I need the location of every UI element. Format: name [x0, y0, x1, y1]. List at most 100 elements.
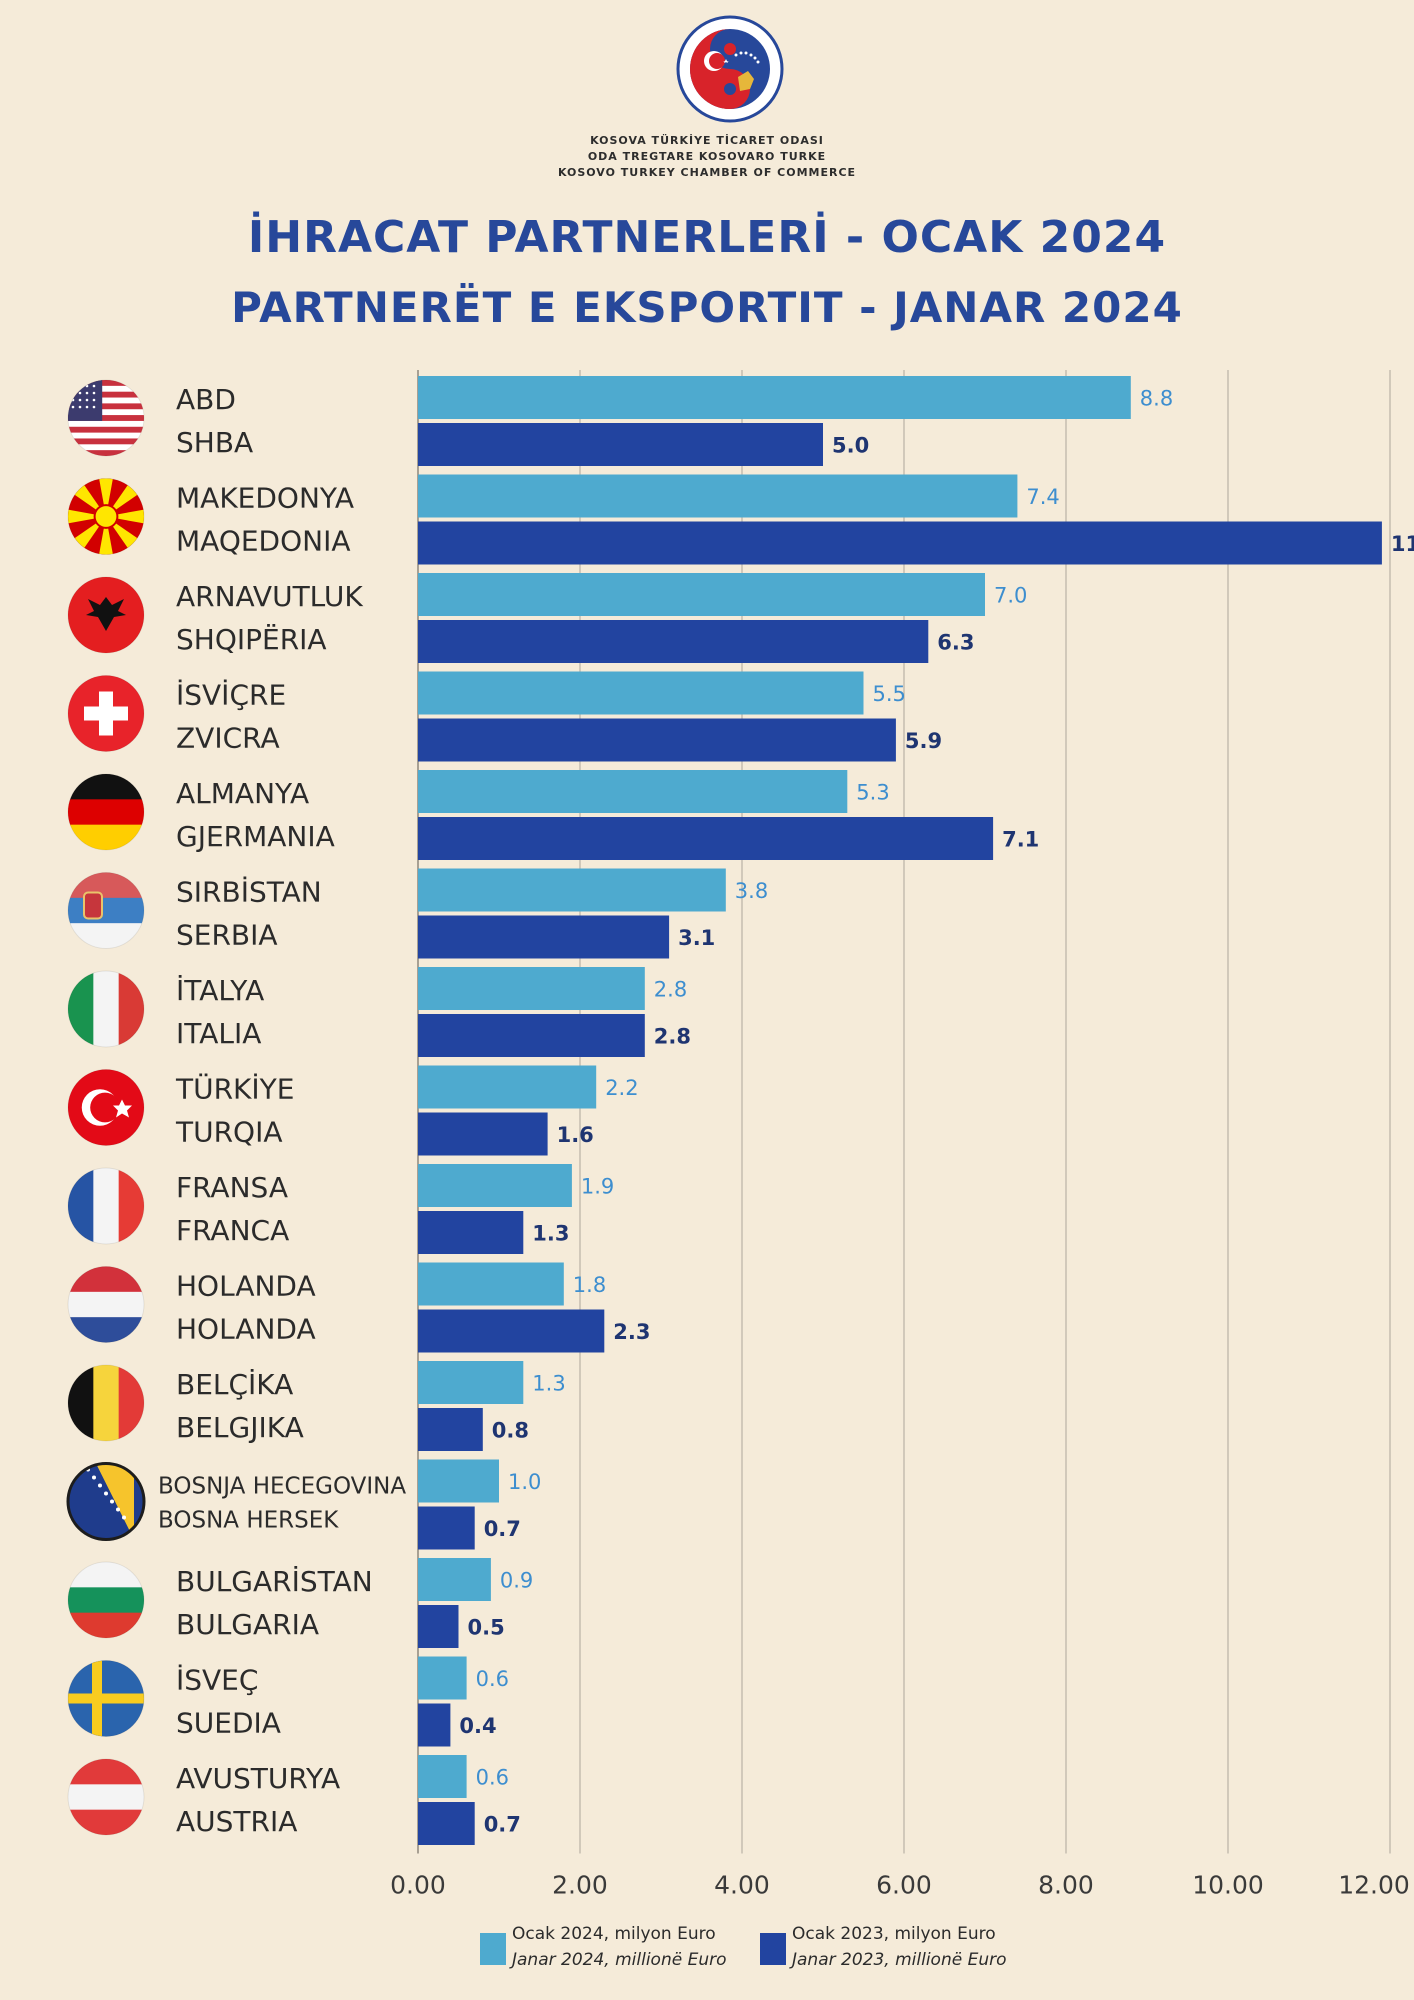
serbia-flag-icon [67, 872, 145, 949]
country-name-tr: BOSNJA HECEGOVINA [158, 1474, 406, 1500]
bar-2023 [418, 915, 670, 959]
bar-2023 [418, 718, 896, 762]
data-label-2024: 7.4 [1026, 485, 1059, 509]
bar-2024 [418, 1755, 467, 1798]
data-label-2024: 5.5 [873, 682, 906, 706]
page-title-tr: İHRACAT PARTNERLERİ - OCAK 2024 [247, 212, 1167, 263]
x-tick-label: 4.00 [714, 1871, 770, 1900]
data-label-2024: 1.8 [573, 1273, 606, 1297]
bar-2023 [418, 521, 1382, 565]
country-name-sq: BOSNA HERSEK [158, 1508, 339, 1534]
country-name-tr: ARNAVUTLUK [176, 580, 363, 613]
austria-flag-icon [67, 1758, 145, 1836]
bar-2024 [418, 376, 1131, 419]
legend-swatch-2023 [760, 1933, 786, 1965]
bulgaria-flag-icon [67, 1561, 145, 1639]
chamber-logo [676, 15, 784, 123]
data-label-2023: 2.8 [654, 1025, 691, 1049]
data-label-2024: 5.3 [856, 781, 889, 805]
data-label-2024: 2.8 [654, 978, 687, 1002]
country-name-tr: İSVEÇ [176, 1664, 258, 1697]
legend-label-2023-tr: Ocak 2023, milyon Euro [792, 1924, 996, 1944]
data-label-2024: 0.9 [500, 1569, 533, 1593]
netherlands-flag-icon [67, 1266, 145, 1343]
org-name-sq: ODA TREGTARE KOSOVARO TURKE [587, 150, 827, 163]
country-name-sq: SERBIA [176, 919, 278, 952]
bar-2024 [418, 474, 1018, 518]
bosnia-flag-icon [66, 1462, 146, 1541]
country-name-sq: SHBA [176, 426, 253, 459]
north-macedonia-flag-icon [67, 478, 145, 555]
bar-2024 [418, 1262, 564, 1306]
turkey-flag-icon [67, 1069, 145, 1146]
country-name-sq: BELGJIKA [176, 1411, 304, 1444]
country-name-tr: ABD [176, 383, 236, 416]
data-label-2024: 8.8 [1140, 387, 1173, 411]
country-name-tr: AVUSTURYA [176, 1762, 340, 1795]
switzerland-flag-icon [67, 675, 145, 752]
data-label-2023: 1.6 [557, 1123, 594, 1147]
country-name-tr: SIRBİSTAN [176, 876, 322, 909]
country-name-tr: HOLANDA [176, 1270, 316, 1303]
x-tick-label: 10.00 [1192, 1871, 1264, 1900]
bar-2023 [418, 1211, 524, 1254]
bar-2024 [418, 1656, 467, 1700]
bar-2023 [418, 1506, 475, 1550]
country-name-sq: BULGARIA [176, 1608, 319, 1641]
bar-2024 [418, 1558, 491, 1601]
country-name-sq: TURQIA [175, 1116, 283, 1149]
bar-2024 [418, 1065, 597, 1109]
export-partners-bar-chart: 0.00 2.00 4.00 6.00 8.00 10.00 12.00 8.8 5.0 ABD S… [66, 370, 1414, 1900]
country-name-sq: ITALIA [176, 1017, 261, 1050]
org-name-tr: KOSOVA TÜRKİYE TİCARET ODASI [590, 134, 824, 147]
data-label-2023: 2.3 [613, 1320, 650, 1344]
legend-label-2023-sq: Janar 2023, millionë Euro [792, 1950, 1007, 1970]
country-name-sq: ZVICRA [176, 722, 280, 755]
data-label-2023: 0.7 [484, 1813, 521, 1837]
header: KOSOVA TÜRKİYE TİCARET ODASI ODA TREGTAR… [0, 0, 1414, 340]
legend-label-2024-tr: Ocak 2024, milyon Euro [512, 1924, 716, 1944]
x-tick-label: 12.00 [1338, 1871, 1410, 1900]
bar-2023 [418, 1014, 645, 1057]
legend-label-2024-sq: Janar 2024, millionë Euro [512, 1950, 727, 1970]
bar-2024 [418, 1164, 572, 1207]
bar-2023 [418, 1408, 483, 1451]
bar-2024 [418, 967, 645, 1010]
x-tick-label: 2.00 [552, 1871, 608, 1900]
legend-text-2024: Ocak 2024, milyon Euro Janar 2024, milli… [512, 1921, 726, 1973]
country-name-tr: BULGARİSTAN [176, 1565, 373, 1598]
country-name-tr: BELÇİKA [176, 1368, 293, 1401]
bar-2024 [418, 1361, 524, 1404]
germany-flag-icon [67, 773, 145, 851]
chart-legend: Ocak 2024, milyon Euro Janar 2024, milli… [0, 1915, 1414, 1975]
data-label-2023: 0.5 [468, 1616, 505, 1640]
bar-2023 [418, 817, 994, 860]
data-label-2023: 7.1 [1002, 828, 1039, 852]
country-name-sq: SUEDIA [176, 1707, 281, 1740]
data-label-2023: 5.0 [832, 434, 869, 458]
legend-text-2023: Ocak 2023, milyon Euro Janar 2023, milli… [792, 1921, 1006, 1973]
bar-2023 [418, 1802, 475, 1845]
data-label-2023: 6.3 [937, 631, 974, 655]
usa-flag-icon [67, 379, 145, 457]
data-label-2023: 0.4 [459, 1714, 496, 1738]
data-label-2024: 1.9 [581, 1175, 614, 1199]
bar-2024 [418, 671, 864, 715]
data-label-2024: 1.0 [508, 1470, 541, 1494]
x-tick-label: 8.00 [1038, 1871, 1094, 1900]
bar-2024 [418, 868, 726, 912]
country-name-sq: HOLANDA [176, 1313, 316, 1346]
data-label-2023: 3.1 [678, 926, 715, 950]
data-label-2023: 5.9 [905, 729, 942, 753]
bar-2023 [418, 1112, 548, 1156]
country-name-tr: FRANSA [176, 1171, 288, 1204]
italy-flag-icon [67, 970, 145, 1048]
bar-2023 [418, 1605, 459, 1648]
bar-2023 [418, 1703, 451, 1747]
bar-2023 [418, 423, 823, 466]
country-name-tr: TÜRKİYE [175, 1072, 294, 1106]
sweden-flag-icon [67, 1660, 145, 1737]
bar-2023 [418, 1309, 605, 1353]
country-name-sq: MAQEDONIA [176, 525, 351, 558]
country-name-sq: SHQIPËRIA [176, 623, 327, 656]
